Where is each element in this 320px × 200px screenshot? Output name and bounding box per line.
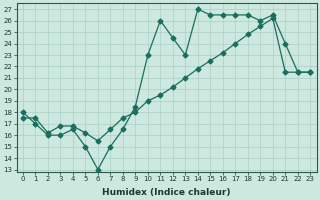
X-axis label: Humidex (Indice chaleur): Humidex (Indice chaleur) (102, 188, 231, 197)
